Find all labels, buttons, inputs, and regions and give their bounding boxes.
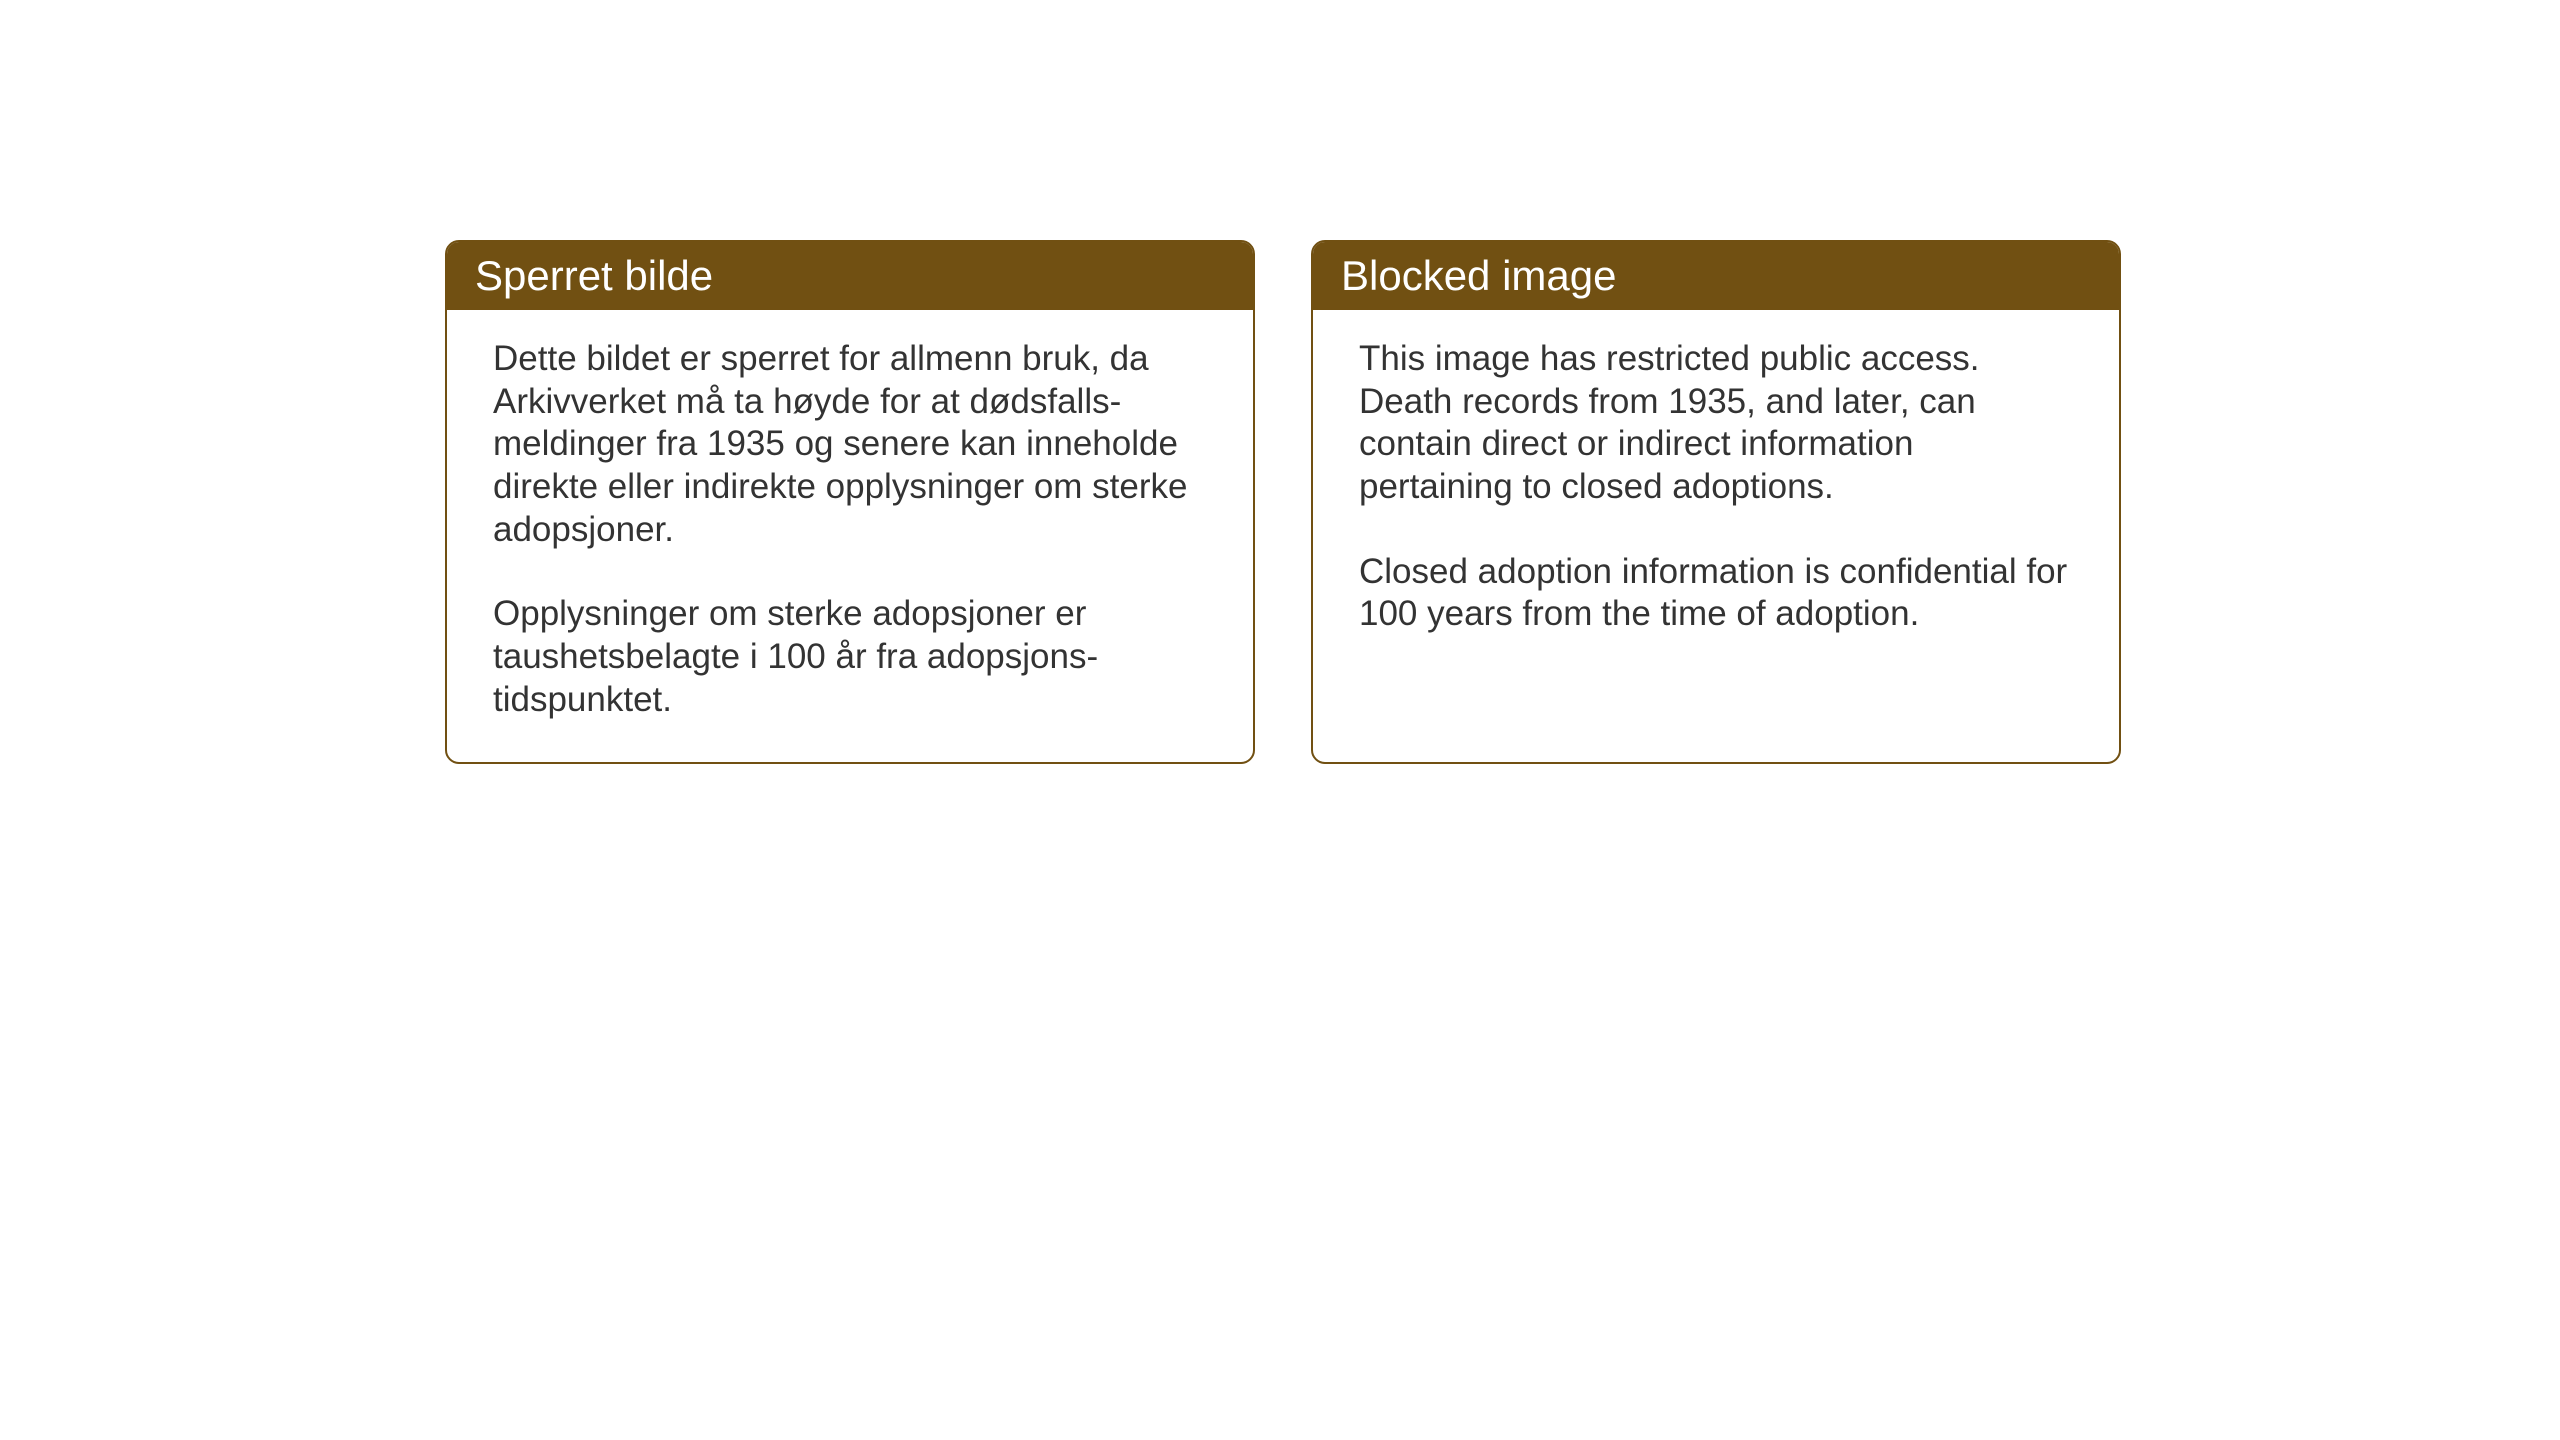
card-paragraph2-norwegian: Opplysninger om sterke adopsjoner er tau… xyxy=(493,593,1207,721)
card-title-english: Blocked image xyxy=(1341,252,1616,299)
card-paragraph2-english: Closed adoption information is confident… xyxy=(1359,551,2073,636)
card-paragraph1-norwegian: Dette bildet er sperret for allmenn bruk… xyxy=(493,338,1207,551)
card-header-norwegian: Sperret bilde xyxy=(447,242,1253,310)
notice-cards-container: Sperret bilde Dette bildet er sperret fo… xyxy=(445,240,2121,764)
notice-card-english: Blocked image This image has restricted … xyxy=(1311,240,2121,764)
card-body-english: This image has restricted public access.… xyxy=(1313,310,2119,730)
card-header-english: Blocked image xyxy=(1313,242,2119,310)
card-title-norwegian: Sperret bilde xyxy=(475,252,713,299)
card-body-norwegian: Dette bildet er sperret for allmenn bruk… xyxy=(447,310,1253,762)
card-paragraph1-english: This image has restricted public access.… xyxy=(1359,338,2073,509)
notice-card-norwegian: Sperret bilde Dette bildet er sperret fo… xyxy=(445,240,1255,764)
